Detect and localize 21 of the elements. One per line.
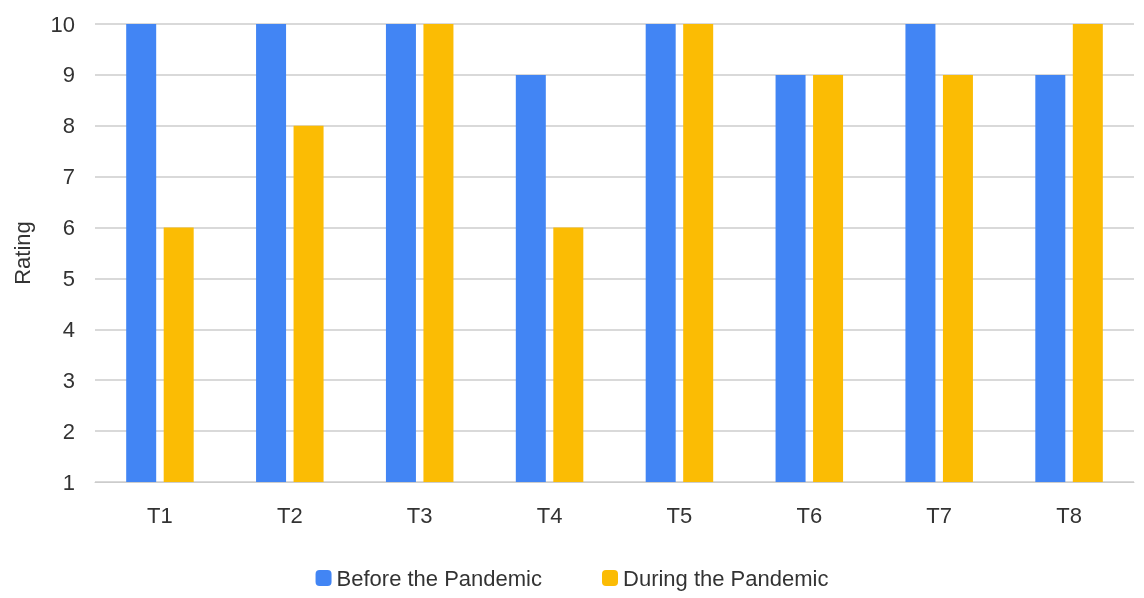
y-tick-label: 4 bbox=[62, 316, 75, 342]
y-tick-label: 9 bbox=[62, 62, 75, 88]
y-tick-label: 1 bbox=[62, 469, 75, 495]
legend-label: Before the Pandemic bbox=[336, 565, 543, 591]
x-tick-label: T6 bbox=[796, 502, 823, 528]
y-axis-title: Rating bbox=[9, 221, 35, 285]
y-tick-label: 5 bbox=[62, 265, 75, 291]
y-tick-label: 8 bbox=[62, 113, 75, 139]
x-tick-label: T7 bbox=[926, 502, 953, 528]
y-tick-label: 3 bbox=[62, 367, 75, 393]
y-tick-label: 6 bbox=[62, 215, 75, 241]
x-tick-label: T3 bbox=[406, 502, 433, 528]
y-tick-label: 2 bbox=[62, 418, 75, 444]
x-tick-label: T2 bbox=[276, 502, 303, 528]
y-tick-label: 7 bbox=[62, 164, 75, 190]
x-tick-label: T1 bbox=[147, 502, 173, 528]
legend-label: During the Pandemic bbox=[623, 565, 829, 591]
y-tick-label: 10 bbox=[50, 11, 75, 37]
x-tick-label: T4 bbox=[536, 502, 563, 528]
x-tick-label: T8 bbox=[1056, 502, 1082, 528]
x-tick-label: T5 bbox=[666, 502, 693, 528]
